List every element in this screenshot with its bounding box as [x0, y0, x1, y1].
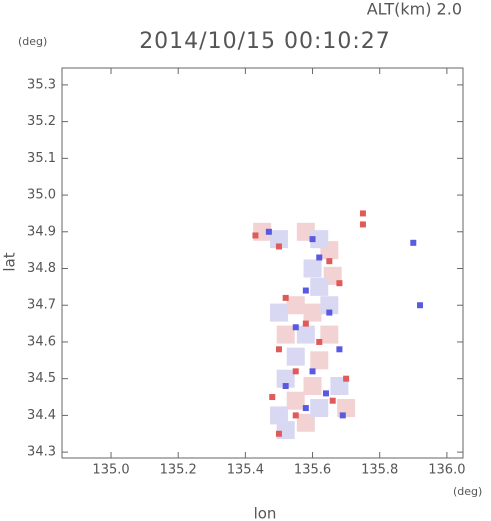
y-tick-label: 35.2 — [27, 114, 56, 129]
point — [359, 221, 366, 228]
y-tick-label: 34.6 — [27, 334, 56, 349]
x-axis-label: lon — [254, 505, 277, 521]
point — [302, 405, 309, 412]
y-tick-label: 34.7 — [27, 298, 56, 313]
point — [276, 369, 295, 388]
point — [275, 430, 282, 437]
point — [310, 351, 329, 370]
point — [269, 303, 288, 322]
y-tick-label: 34.5 — [27, 371, 56, 386]
point — [286, 296, 305, 315]
point — [320, 296, 339, 315]
x-tick-label: 135.4 — [227, 463, 264, 478]
point — [286, 391, 305, 410]
point — [320, 325, 339, 344]
point — [336, 280, 343, 287]
point — [309, 368, 316, 375]
point — [303, 303, 322, 322]
x-tick-label: 135.2 — [160, 463, 197, 478]
point — [329, 397, 336, 404]
x-tick-label: 135.0 — [92, 463, 129, 478]
x-tick-label: 135.6 — [294, 463, 331, 478]
point — [275, 243, 282, 250]
chart-title: 2014/10/15 00:10:27 — [139, 29, 391, 54]
y-tick-label: 35.3 — [27, 77, 56, 92]
point — [310, 399, 329, 418]
x-tick-label: 136.0 — [428, 463, 465, 478]
point — [252, 232, 259, 239]
point — [269, 230, 288, 249]
point — [326, 258, 333, 265]
y-axis-label: lat — [1, 252, 19, 271]
point — [309, 236, 316, 243]
point — [316, 338, 323, 345]
y-tick-label: 34.3 — [27, 445, 56, 460]
point — [303, 259, 322, 278]
y-unit: (deg) — [18, 35, 47, 48]
point — [292, 368, 299, 375]
point — [310, 277, 329, 296]
point — [296, 325, 315, 344]
point — [326, 309, 333, 316]
y-tick-label: 34.4 — [27, 408, 56, 423]
point — [292, 324, 299, 331]
point — [302, 320, 309, 327]
point — [417, 302, 424, 309]
point — [269, 406, 288, 425]
point — [339, 412, 346, 419]
point — [282, 294, 289, 301]
point — [282, 383, 289, 390]
point — [276, 325, 295, 344]
point — [303, 377, 322, 396]
point — [316, 254, 323, 261]
x-tick-label: 135.8 — [361, 463, 398, 478]
point — [359, 210, 366, 217]
plot-frame — [61, 67, 464, 459]
point — [296, 413, 315, 432]
point — [343, 375, 350, 382]
point — [269, 394, 276, 401]
point — [336, 346, 343, 353]
point — [286, 347, 305, 366]
x-unit: (deg) — [453, 485, 482, 498]
point — [310, 230, 329, 249]
point — [322, 390, 329, 397]
point — [265, 228, 272, 235]
point — [302, 287, 309, 294]
point — [275, 346, 282, 353]
y-tick-label: 34.9 — [27, 224, 56, 239]
y-tick-label: 35.1 — [27, 151, 56, 166]
y-tick-label: 34.8 — [27, 261, 56, 276]
point — [410, 239, 417, 246]
point — [292, 412, 299, 419]
chart-subtitle: ALT(km) 2.0 — [367, 0, 462, 19]
y-tick-label: 35.0 — [27, 188, 56, 203]
